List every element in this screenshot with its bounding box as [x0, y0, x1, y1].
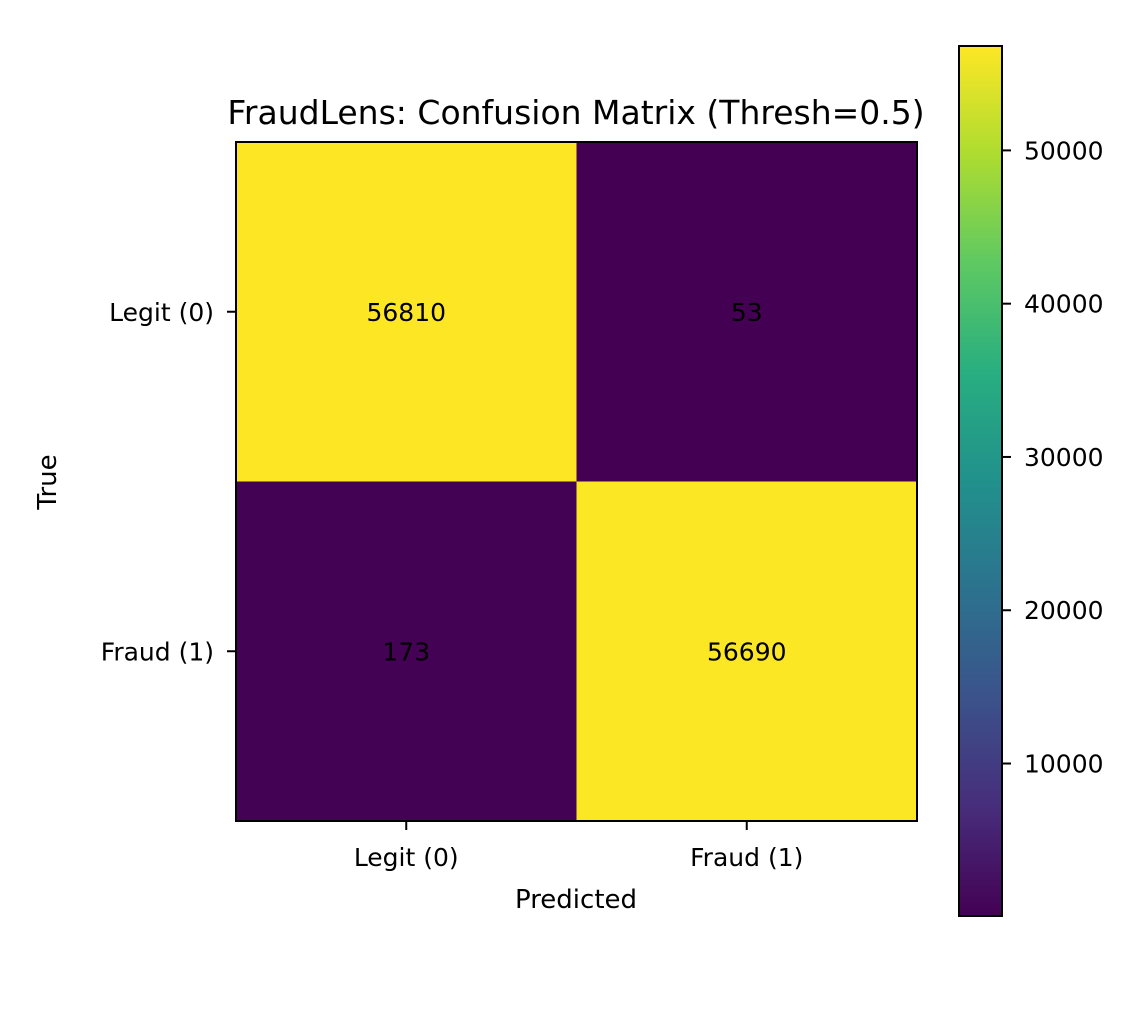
y-tick-label: Legit (0): [109, 298, 214, 327]
colorbar-tick-label: 10000: [1024, 750, 1104, 779]
colorbar-tick-label: 50000: [1024, 136, 1104, 165]
colorbar: [958, 45, 1003, 917]
matrix-cell: [576, 481, 917, 821]
cell-value-label: 173: [382, 637, 430, 666]
colorbar-ticks: 10000 20000 30000 40000 50000: [1002, 136, 1104, 779]
matrix-cell: [236, 142, 577, 482]
chart-title: FraudLens: Confusion Matrix (Thresh=0.5): [227, 93, 924, 132]
cell-value-label: 56810: [366, 298, 446, 327]
x-tick-label: Legit (0): [354, 843, 459, 872]
matrix-cell: [236, 481, 577, 821]
x-tick-label: Fraud (1): [690, 843, 803, 872]
cell-value-label: 53: [731, 298, 763, 327]
matrix-cell-labels: 56810 53 173 56690: [366, 298, 786, 667]
colorbar-tick-label: 40000: [1024, 290, 1104, 319]
cell-value-label: 56690: [707, 637, 787, 666]
colorbar-tick-label: 20000: [1024, 596, 1104, 625]
colorbar-tick-label: 30000: [1024, 443, 1104, 472]
y-axis-label: True: [33, 454, 63, 510]
y-tick-label: Fraud (1): [101, 637, 214, 666]
x-axis-label: Predicted: [515, 885, 637, 915]
matrix-cell: [576, 142, 917, 482]
x-axis-ticks: Legit (0) Fraud (1): [354, 821, 803, 872]
matrix-cells: [236, 142, 917, 821]
plot-frame: [235, 141, 918, 822]
y-axis-ticks: Legit (0) Fraud (1): [101, 298, 236, 666]
